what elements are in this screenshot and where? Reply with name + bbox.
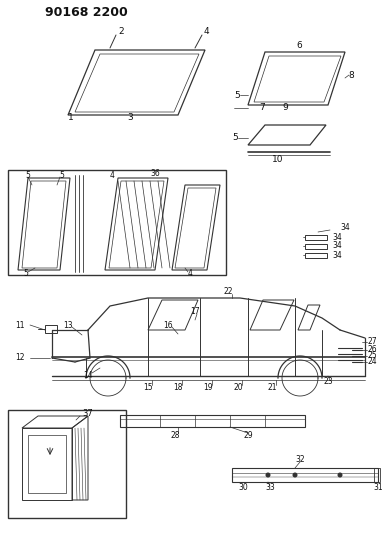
Text: 5: 5	[232, 133, 238, 142]
Text: 2: 2	[118, 28, 123, 36]
Text: 7: 7	[259, 103, 265, 112]
Text: 34: 34	[332, 251, 342, 260]
Text: 8: 8	[348, 70, 354, 79]
Text: 33: 33	[265, 483, 275, 492]
Text: 20: 20	[233, 384, 243, 392]
Text: 30: 30	[238, 483, 248, 492]
Text: 4: 4	[187, 270, 192, 279]
Text: 14: 14	[83, 370, 93, 379]
Text: 23: 23	[323, 377, 333, 386]
Text: 13: 13	[63, 320, 73, 329]
Text: 22: 22	[223, 287, 233, 296]
Text: 27: 27	[368, 337, 377, 346]
Text: 29: 29	[243, 431, 253, 440]
Text: 36: 36	[150, 168, 160, 177]
Text: 90168 2200: 90168 2200	[45, 6, 128, 20]
Bar	[45, 325, 57, 333]
Bar	[305, 253, 327, 258]
Circle shape	[293, 473, 297, 477]
Text: 34: 34	[332, 241, 342, 251]
Circle shape	[266, 473, 270, 477]
Text: 6: 6	[296, 41, 302, 50]
Text: 28: 28	[170, 431, 180, 440]
Text: 37: 37	[82, 409, 93, 418]
Text: 5: 5	[60, 171, 64, 180]
Text: 9: 9	[282, 103, 288, 112]
Bar	[232, 468, 378, 482]
Text: 21: 21	[267, 384, 277, 392]
Text: 34: 34	[340, 223, 350, 232]
Bar	[305, 235, 327, 240]
Text: 10: 10	[272, 156, 284, 165]
Text: 24: 24	[368, 358, 377, 367]
Text: 5: 5	[25, 171, 31, 180]
Text: 25: 25	[368, 351, 377, 360]
Text: 12: 12	[15, 353, 25, 362]
Bar	[305, 244, 327, 249]
Text: 16: 16	[163, 320, 173, 329]
Text: 5: 5	[234, 91, 240, 100]
Text: 3: 3	[127, 114, 133, 123]
Bar	[8, 170, 226, 275]
Text: 1: 1	[68, 114, 74, 123]
Text: 4: 4	[109, 171, 114, 180]
Text: 18: 18	[173, 384, 183, 392]
Bar	[8, 410, 126, 518]
Bar	[374, 468, 380, 482]
Text: 15: 15	[143, 384, 153, 392]
Text: 26: 26	[368, 345, 377, 354]
Text: 5: 5	[24, 270, 29, 279]
Text: 19: 19	[203, 384, 213, 392]
Text: 4: 4	[204, 28, 210, 36]
Text: 31: 31	[373, 483, 383, 492]
Circle shape	[338, 473, 342, 477]
Text: 32: 32	[295, 456, 305, 464]
Text: 34: 34	[332, 232, 342, 241]
Text: 17: 17	[190, 308, 200, 317]
Text: 11: 11	[15, 320, 25, 329]
Bar	[120, 415, 305, 427]
